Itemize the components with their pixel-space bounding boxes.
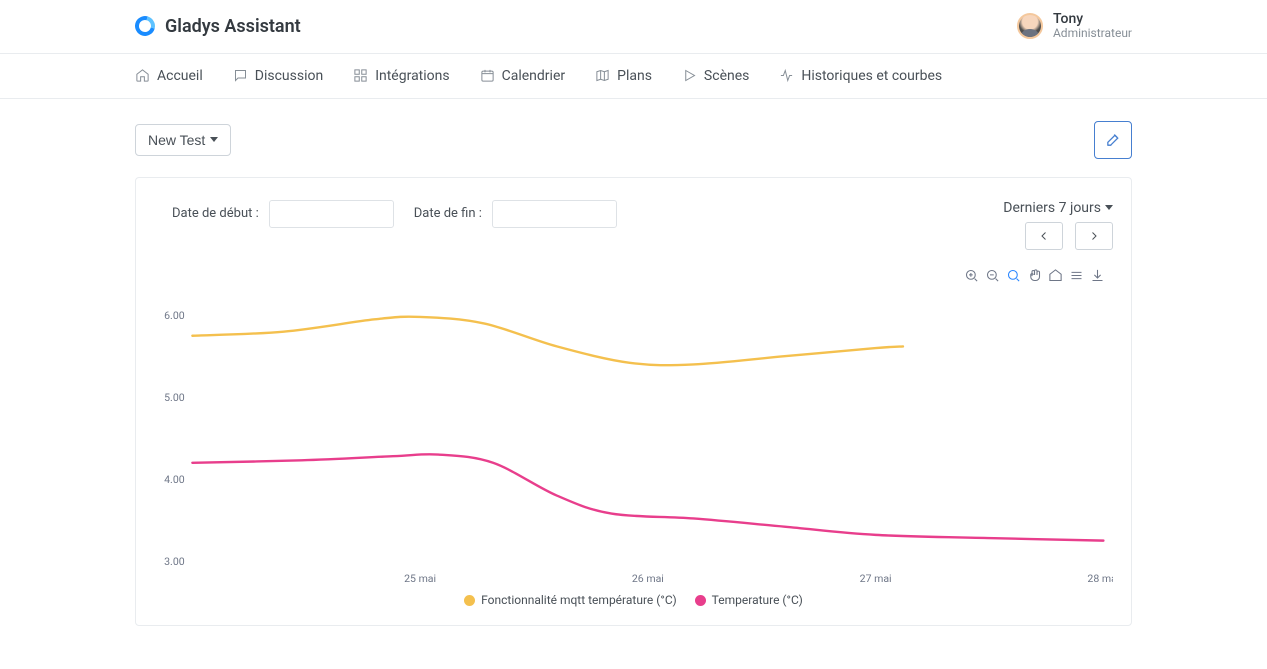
chevron-right-icon xyxy=(1088,230,1100,242)
svg-text:3.00: 3.00 xyxy=(164,555,185,568)
view-selector-label: New Test xyxy=(148,132,205,148)
legend-item[interactable]: Temperature (°C) xyxy=(695,593,803,607)
nav-scenes-label: Scènes xyxy=(704,68,749,84)
user-role: Administrateur xyxy=(1053,27,1132,40)
chart-toolbar xyxy=(154,268,1113,283)
calendar-icon xyxy=(480,68,495,83)
svg-text:27 mai: 27 mai xyxy=(860,572,892,585)
svg-text:5.00: 5.00 xyxy=(164,391,185,404)
reset-icon[interactable] xyxy=(1048,268,1063,283)
brand[interactable]: Gladys Assistant xyxy=(135,16,301,37)
nav-integrations-label: Intégrations xyxy=(375,68,449,84)
view-selector[interactable]: New Test xyxy=(135,124,231,156)
zoom-in-icon[interactable] xyxy=(964,268,979,283)
date-start-group: Date de début : xyxy=(172,200,394,228)
svg-text:6.00: 6.00 xyxy=(164,309,185,322)
edit-button[interactable] xyxy=(1094,121,1132,159)
brand-name: Gladys Assistant xyxy=(165,16,301,37)
home-icon xyxy=(135,68,150,83)
nav-charts[interactable]: Historiques et courbes xyxy=(779,68,942,84)
avatar xyxy=(1017,13,1043,39)
svg-text:26 mai: 26 mai xyxy=(632,572,664,585)
nav-maps[interactable]: Plans xyxy=(595,68,652,84)
grid-icon xyxy=(353,68,368,83)
line-chart: 3.00 4.00 5.00 6.00 25 mai 26 mai 27 mai 28 mai xyxy=(154,283,1113,590)
nav-maps-label: Plans xyxy=(617,68,652,84)
main-nav: Accueil Discussion Intégrations Calendri… xyxy=(0,54,1267,99)
user-menu[interactable]: Tony Administrateur xyxy=(1017,12,1132,41)
menu-icon[interactable] xyxy=(1069,268,1084,283)
brand-logo-icon xyxy=(131,13,158,40)
zoom-select-icon[interactable] xyxy=(1006,268,1021,283)
nav-charts-label: Historiques et courbes xyxy=(801,68,942,84)
nav-chat[interactable]: Discussion xyxy=(233,68,323,84)
date-start-label: Date de début : xyxy=(172,206,259,221)
nav-chat-label: Discussion xyxy=(255,68,323,84)
chart-legend: Fonctionnalité mqtt température (°C) Temp… xyxy=(154,593,1113,607)
zoom-out-icon[interactable] xyxy=(985,268,1000,283)
user-name: Tony xyxy=(1053,12,1132,27)
legend-label: Fonctionnalité mqtt température (°C) xyxy=(481,593,677,607)
legend-label: Temperature (°C) xyxy=(712,593,803,607)
range-label: Derniers 7 jours xyxy=(1003,200,1101,216)
nav-home[interactable]: Accueil xyxy=(135,68,203,84)
svg-text:25 mai: 25 mai xyxy=(404,572,436,585)
date-end-input[interactable] xyxy=(492,200,617,228)
chat-icon xyxy=(233,68,248,83)
play-icon xyxy=(682,68,697,83)
caret-down-icon xyxy=(1105,205,1113,210)
activity-icon xyxy=(779,68,794,83)
legend-dot-icon xyxy=(464,595,475,606)
chevron-left-icon xyxy=(1038,230,1050,242)
date-end-group: Date de fin : xyxy=(414,200,617,228)
nav-scenes[interactable]: Scènes xyxy=(682,68,749,84)
date-end-label: Date de fin : xyxy=(414,206,482,221)
nav-calendar[interactable]: Calendrier xyxy=(480,68,566,84)
legend-item[interactable]: Fonctionnalité mqtt température (°C) xyxy=(464,593,677,607)
range-selector[interactable]: Derniers 7 jours xyxy=(1003,200,1113,216)
caret-down-icon xyxy=(210,137,218,142)
edit-icon xyxy=(1105,131,1122,148)
date-start-input[interactable] xyxy=(269,200,394,228)
nav-calendar-label: Calendrier xyxy=(502,68,566,84)
range-prev-button[interactable] xyxy=(1025,222,1063,250)
chart-card: Date de début : Date de fin : Derniers 7… xyxy=(135,177,1132,627)
nav-home-label: Accueil xyxy=(157,68,203,84)
download-icon[interactable] xyxy=(1090,268,1105,283)
nav-integrations[interactable]: Intégrations xyxy=(353,68,449,84)
range-next-button[interactable] xyxy=(1075,222,1113,250)
svg-text:28 mai: 28 mai xyxy=(1087,572,1113,585)
legend-dot-icon xyxy=(695,595,706,606)
svg-text:4.00: 4.00 xyxy=(164,473,185,486)
pan-icon[interactable] xyxy=(1027,268,1042,283)
map-icon xyxy=(595,68,610,83)
